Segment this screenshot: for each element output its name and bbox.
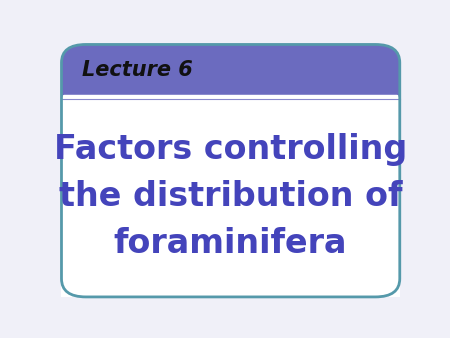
Text: Factors controlling: Factors controlling	[54, 134, 407, 166]
Text: Lecture 6: Lecture 6	[82, 61, 193, 80]
FancyBboxPatch shape	[62, 45, 400, 297]
Text: foraminifera: foraminifera	[114, 227, 347, 260]
FancyBboxPatch shape	[62, 45, 400, 297]
Bar	[62, 97, 400, 297]
Text: the distribution of: the distribution of	[59, 180, 402, 213]
